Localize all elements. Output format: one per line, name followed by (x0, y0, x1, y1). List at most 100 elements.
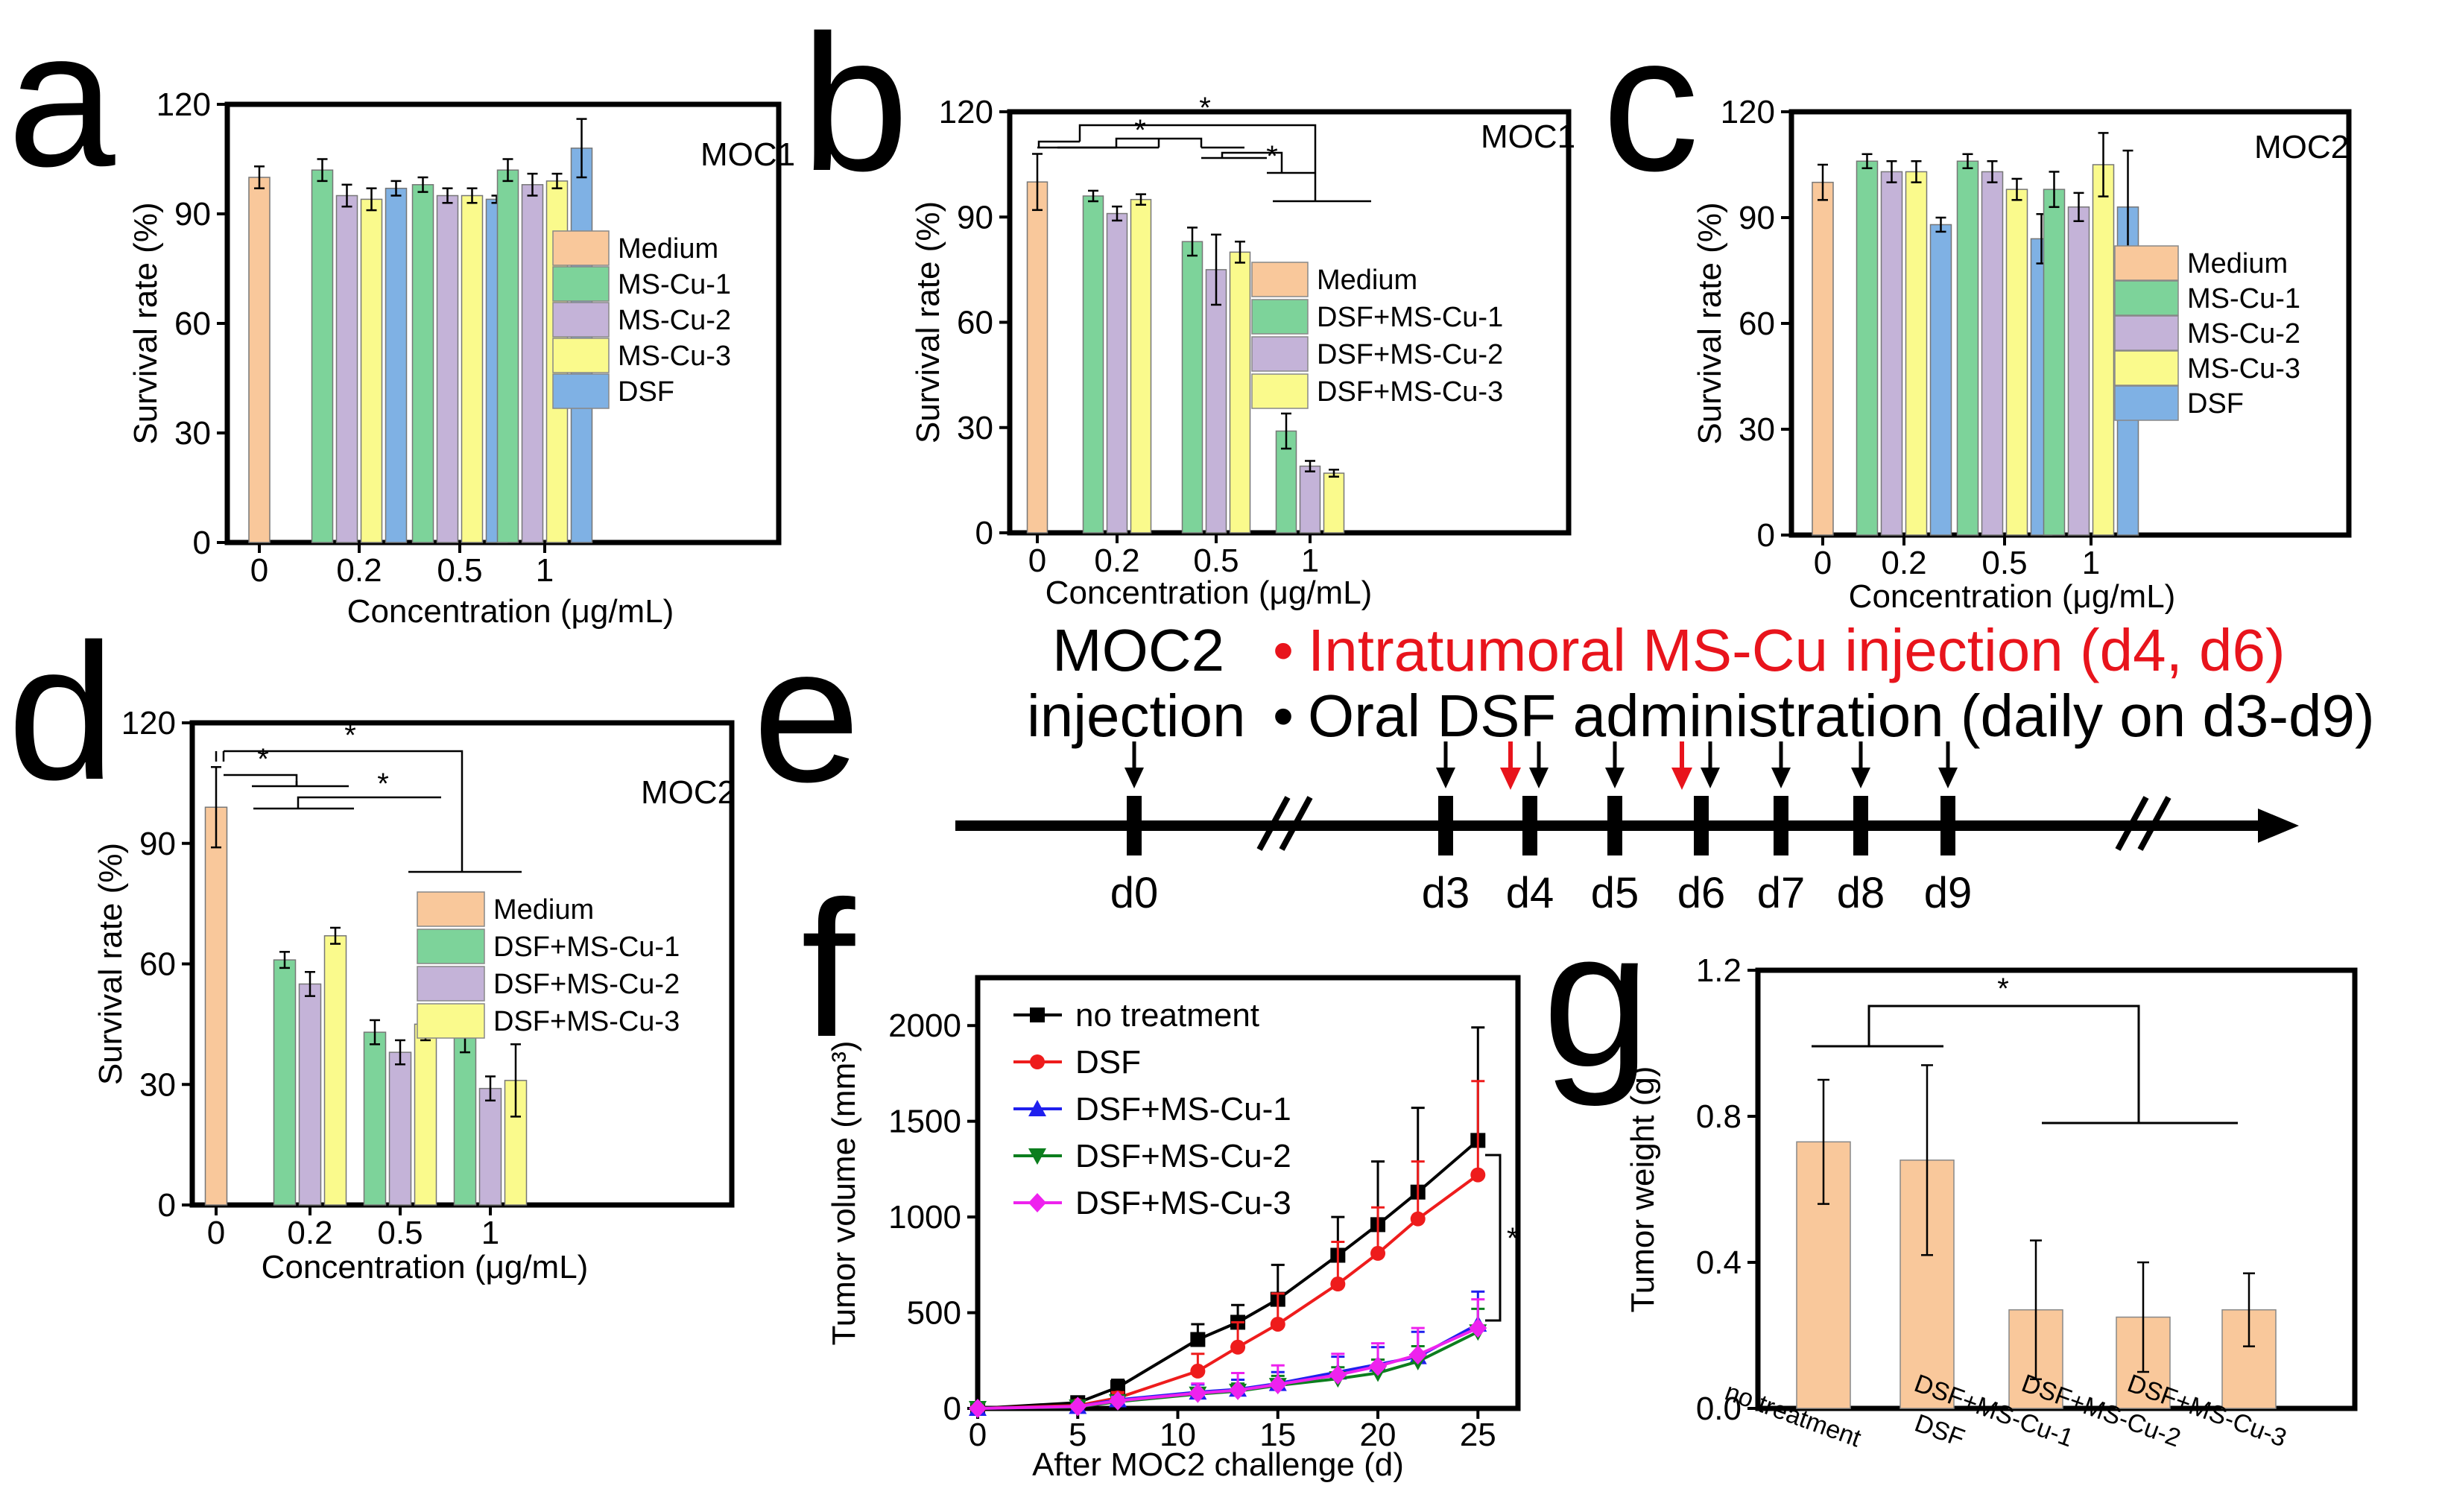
x-tick-label: 20 (1360, 1417, 1396, 1453)
legend-swatch (2114, 315, 2179, 351)
dsf-arrow (1938, 768, 1958, 788)
bar (360, 198, 383, 543)
y-axis-title: Survival rate (%) (127, 202, 164, 444)
x-axis-title: Concentration (μg/mL) (347, 593, 674, 630)
data-point (1410, 1211, 1426, 1227)
day-label: d5 (1591, 869, 1639, 917)
bar (453, 1035, 477, 1206)
bar (1323, 472, 1345, 534)
legend-swatch (417, 929, 485, 964)
panel-letter: f (801, 861, 855, 1078)
bar (521, 184, 544, 543)
axis-break (1279, 796, 1313, 851)
significance-star: * (344, 719, 356, 752)
bracket (1867, 1005, 2140, 1123)
bracket (1037, 140, 1080, 148)
y-tick-label: 1000 (888, 1199, 961, 1236)
bar (298, 983, 322, 1206)
panel-letter: g (1543, 891, 1651, 1108)
x-tick-label: DSF (1911, 1409, 1968, 1453)
bracket (1078, 124, 1317, 201)
day-label: d8 (1837, 869, 1885, 917)
data-point (1268, 1374, 1287, 1394)
black-legend-text: Oral DSF administration (daily on d3-d9) (1308, 683, 2375, 749)
legend-label: no treatment (1075, 997, 1259, 1034)
x-tick-label: 1 (2082, 545, 2100, 581)
significance-star: * (377, 768, 389, 800)
panel-letter: e (753, 607, 861, 823)
bar (2043, 189, 2066, 536)
red-legend-text: Intratumoral MS-Cu injection (d4, d6) (1308, 617, 2286, 683)
x-axis-title: Concentration (μg/mL) (262, 1249, 589, 1285)
legend-swatch (1251, 373, 1309, 409)
bar (496, 169, 519, 543)
series-line (977, 1139, 1479, 1410)
y-tick-label: 90 (139, 826, 176, 862)
legend-swatch (417, 891, 485, 927)
y-tick-label: 1500 (888, 1104, 961, 1140)
bar (461, 194, 484, 543)
bar (1812, 181, 1834, 536)
y-tick-label: 0 (1757, 517, 1775, 554)
data-point (1469, 1318, 1487, 1338)
bracket (297, 796, 441, 809)
y-axis-title: Survival rate (%) (92, 843, 129, 1085)
data-point (1028, 1100, 1046, 1116)
ms-cu-arrow (1500, 768, 1521, 790)
x-tick-label: 0 (1028, 543, 1046, 579)
bar (388, 1051, 412, 1206)
legend-label: Medium (618, 233, 718, 265)
bar (1299, 465, 1321, 534)
series-dsf-ms-cu-3 (969, 1298, 1487, 1418)
bullet-red: • (1273, 617, 1294, 683)
day-tick (1774, 796, 1788, 855)
legend-swatch (552, 230, 610, 266)
legend-label: DSF+MS-Cu-3 (1317, 376, 1503, 408)
x-tick-label: 0.2 (287, 1215, 332, 1251)
y-tick-label: 2000 (888, 1008, 961, 1044)
x-axis-title: Concentration (μg/mL) (1046, 575, 1373, 611)
legend-swatch (2114, 245, 2179, 281)
day-tick (1127, 796, 1142, 855)
bar (323, 935, 347, 1206)
bar (2005, 189, 2028, 536)
y-tick-label: 0 (975, 515, 993, 551)
axis-break (1256, 796, 1291, 851)
data-point (1369, 1356, 1388, 1376)
day-tick (1607, 796, 1622, 855)
y-tick-label: 0 (193, 525, 211, 561)
x-tick-label: 0.2 (1881, 545, 1926, 581)
y-axis-title: Survival rate (%) (910, 201, 946, 443)
data-point (1370, 1245, 1386, 1261)
bar (2067, 206, 2090, 536)
data-point (1108, 1391, 1127, 1411)
dsf-arrow (1851, 768, 1870, 788)
y-tick-label: 0 (943, 1391, 961, 1427)
data-point (1330, 1277, 1346, 1292)
panel-letter: d (7, 604, 116, 820)
x-tick-label: 0 (207, 1215, 225, 1251)
legend-swatch (2114, 350, 2179, 386)
day-label: d4 (1506, 869, 1554, 917)
y-tick-label: 60 (1739, 306, 1775, 342)
legend-label: DSF (1075, 1044, 1141, 1081)
legend-label: MS-Cu-2 (618, 305, 731, 336)
legend-swatch (1251, 299, 1309, 335)
data-point (1028, 1193, 1046, 1212)
y-axis-title: Survival rate (%) (1692, 202, 1728, 444)
data-point (1190, 1363, 1206, 1379)
x-tick-label: 0.5 (1981, 545, 2027, 581)
legend-swatch (2114, 280, 2179, 316)
y-tick-label: 120 (1721, 94, 1775, 130)
data-point (1069, 1396, 1087, 1417)
x-tick-label: 1 (481, 1215, 499, 1251)
panel-title: MOC1 (700, 136, 795, 173)
x-tick-label: 10 (1160, 1417, 1196, 1453)
data-point (1030, 1054, 1045, 1069)
data-point (969, 1399, 987, 1418)
dsf-arrow (1771, 768, 1791, 788)
y-tick-label: 60 (957, 305, 993, 341)
y-tick-label: 30 (174, 415, 211, 452)
data-point (1408, 1345, 1427, 1365)
data-point (1190, 1332, 1206, 1347)
